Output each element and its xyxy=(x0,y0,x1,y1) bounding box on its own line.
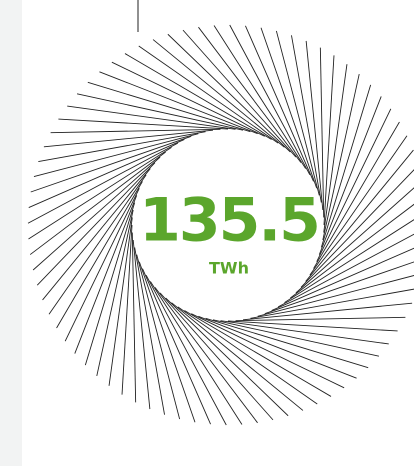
ray xyxy=(313,121,400,269)
ray xyxy=(171,302,304,411)
ray xyxy=(99,71,258,135)
ray xyxy=(138,261,196,423)
ray xyxy=(28,146,172,240)
ray xyxy=(138,45,279,144)
inner-circle xyxy=(134,131,322,319)
ray xyxy=(58,118,229,130)
ray xyxy=(36,162,156,286)
spiral-rays xyxy=(27,24,414,426)
ray xyxy=(42,168,151,301)
ray xyxy=(67,105,236,130)
ray xyxy=(48,174,147,315)
ray xyxy=(87,81,251,133)
ray xyxy=(242,302,413,321)
ray xyxy=(30,135,192,193)
ray xyxy=(167,33,291,153)
ray xyxy=(277,233,414,308)
ray xyxy=(149,281,243,425)
ray xyxy=(291,35,322,203)
ray xyxy=(320,84,372,248)
ray xyxy=(227,320,398,332)
ray xyxy=(27,142,179,224)
ray xyxy=(111,61,265,137)
ray xyxy=(154,287,258,424)
ray xyxy=(132,239,151,410)
ray xyxy=(28,139,185,208)
ray xyxy=(220,320,389,345)
ray xyxy=(64,188,140,342)
side-strip xyxy=(0,0,22,466)
ray xyxy=(318,96,382,255)
ray xyxy=(323,64,348,233)
ray xyxy=(305,40,324,211)
ray xyxy=(184,310,332,397)
ray xyxy=(33,133,199,178)
ray xyxy=(309,135,408,276)
ray xyxy=(284,219,414,304)
ray xyxy=(134,247,165,415)
ray xyxy=(319,47,325,218)
ray xyxy=(32,156,161,271)
ray xyxy=(145,274,227,426)
ray xyxy=(136,254,181,420)
ray xyxy=(235,316,406,322)
ray xyxy=(182,29,297,158)
ray xyxy=(260,27,318,189)
ray xyxy=(275,30,320,196)
ray xyxy=(271,247,414,311)
ray xyxy=(323,55,335,226)
ray xyxy=(43,129,214,148)
ray xyxy=(229,24,311,176)
ray xyxy=(316,108,392,262)
ray xyxy=(131,232,137,403)
ray xyxy=(165,297,289,417)
unit: TWh xyxy=(209,259,249,278)
ray xyxy=(142,268,211,425)
ray xyxy=(124,53,272,140)
ray xyxy=(74,195,138,354)
value: 135.5 xyxy=(139,186,319,256)
ray xyxy=(213,25,307,169)
ray xyxy=(84,202,136,366)
ray xyxy=(212,319,380,357)
ray xyxy=(198,315,357,379)
ray xyxy=(152,39,285,148)
ray xyxy=(295,187,414,294)
ray xyxy=(322,73,360,241)
ray xyxy=(290,203,414,299)
ray xyxy=(50,128,221,134)
ray xyxy=(29,151,166,255)
ray xyxy=(191,313,345,389)
ray xyxy=(250,288,414,319)
ray xyxy=(76,93,244,131)
ray xyxy=(38,131,206,162)
ray xyxy=(245,25,314,182)
ray xyxy=(177,306,318,405)
ray xyxy=(305,149,414,282)
ray xyxy=(96,209,134,377)
ray xyxy=(205,317,369,369)
ray xyxy=(108,217,133,386)
ray xyxy=(257,275,414,317)
ray xyxy=(56,181,143,329)
ray xyxy=(159,292,274,421)
ray xyxy=(198,26,302,163)
ray xyxy=(300,169,414,288)
ray xyxy=(121,224,133,395)
ray xyxy=(264,261,414,315)
